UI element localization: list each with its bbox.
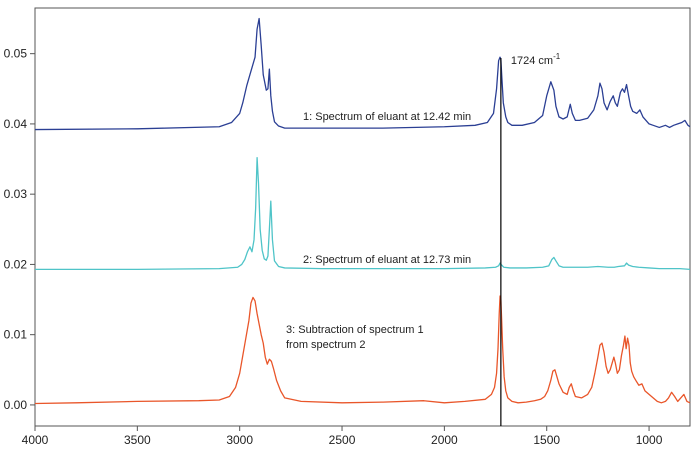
x-tick-label-1500: 1500: [533, 433, 560, 447]
series2-annotation: 2: Spectrum of eluant at 12.73 min: [303, 254, 471, 266]
y-tick-label-0.05: 0.05: [4, 47, 28, 61]
plot-frame: [34, 7, 691, 427]
marker-label: 1724 cm-1: [511, 52, 561, 67]
x-tick-label-2500: 2500: [329, 433, 356, 447]
y-tick-label-0.03: 0.03: [4, 187, 28, 201]
x-tick-label-1000: 1000: [636, 433, 663, 447]
x-tick-label-4000: 4000: [22, 433, 49, 447]
series2-line: [35, 156, 691, 270]
series3-annotation-line2: from spectrum 2: [286, 339, 365, 351]
series3-annotation-line1: 3: Subtraction of spectrum 1: [286, 324, 424, 336]
x-tick-label-2000: 2000: [431, 433, 458, 447]
series-layer: [34, 17, 691, 405]
x-tick-label-3000: 3000: [226, 433, 253, 447]
x-tick-label-3500: 3500: [124, 433, 151, 447]
axes: 4000 3500 3000 2500 2000 1500 1000 0.00 0.01 0.02…: [4, 47, 663, 447]
series1-line: [34, 17, 691, 131]
y-tick-label-0.02: 0.02: [4, 257, 28, 271]
y-tick-label-0.01: 0.01: [4, 328, 28, 342]
marker-label-sup: -1: [553, 52, 561, 61]
y-tick-label-0.04: 0.04: [4, 117, 28, 131]
series3-line: [34, 295, 691, 405]
marker-label-main: 1724 cm: [511, 55, 553, 67]
y-tick-label-0.00: 0.00: [4, 398, 28, 412]
series1-annotation: 1: Spectrum of eluant at 12.42 min: [303, 111, 471, 123]
